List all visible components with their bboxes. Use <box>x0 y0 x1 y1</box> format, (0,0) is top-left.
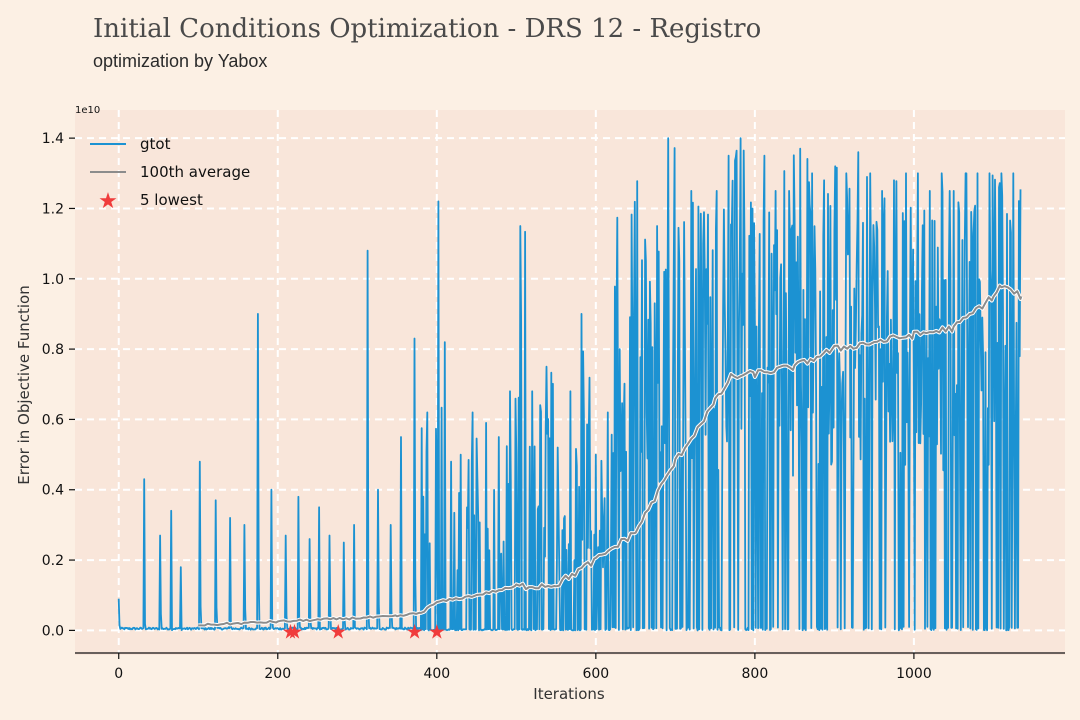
x-axis-label: Iterations <box>533 685 605 703</box>
y-axis-label: Error in Objective Function <box>15 285 33 484</box>
y-tick-label: 0.2 <box>42 553 64 569</box>
lowest-point-star: ★ <box>406 619 424 643</box>
y-tick-label: 0.4 <box>42 483 64 499</box>
legend-label-gtot: gtot <box>140 135 171 153</box>
legend: gtot 100th average ★ 5 lowest <box>90 135 250 214</box>
legend-label-average: 100th average <box>140 163 250 181</box>
y-tick-label: 0.8 <box>42 342 64 358</box>
lowest-point-star: ★ <box>286 619 304 643</box>
series-layer: ★★ ★ ★ ★ <box>117 137 1024 643</box>
x-tick-label: 1000 <box>896 666 932 682</box>
y-tick-label: 1.2 <box>42 201 64 217</box>
series-line-gtot <box>117 137 1022 632</box>
x-ticks: 0 200 400 600 800 1000 <box>114 653 932 682</box>
x-tick-label: 600 <box>582 666 609 682</box>
y-scale-label: 1e10 <box>75 105 100 116</box>
legend-swatch-lowest: ★ <box>98 189 118 214</box>
x-tick-label: 0 <box>114 666 123 682</box>
legend-label-lowest: 5 lowest <box>140 191 203 209</box>
y-tick-label: 0.0 <box>42 623 64 639</box>
x-tick-label: 400 <box>423 666 450 682</box>
y-tick-label: 1.4 <box>42 131 64 147</box>
series-line-average <box>198 284 1023 627</box>
y-tick-label: 0.6 <box>42 412 64 428</box>
lowest-point-star: ★ <box>282 619 300 643</box>
lowest-point-star: ★ <box>329 619 347 643</box>
x-tick-label: 200 <box>264 666 291 682</box>
lowest-point-star: ★ <box>428 619 446 643</box>
y-tick-label: 1.0 <box>42 272 64 288</box>
y-ticks: 0.0 0.2 0.4 0.6 0.8 1.0 1.2 1.4 <box>42 131 75 639</box>
x-tick-label: 800 <box>742 666 769 682</box>
chart-title: Initial Conditions Optimization - DRS 12… <box>93 14 762 44</box>
chart-subtitle: optimization by Yabox <box>93 51 268 71</box>
